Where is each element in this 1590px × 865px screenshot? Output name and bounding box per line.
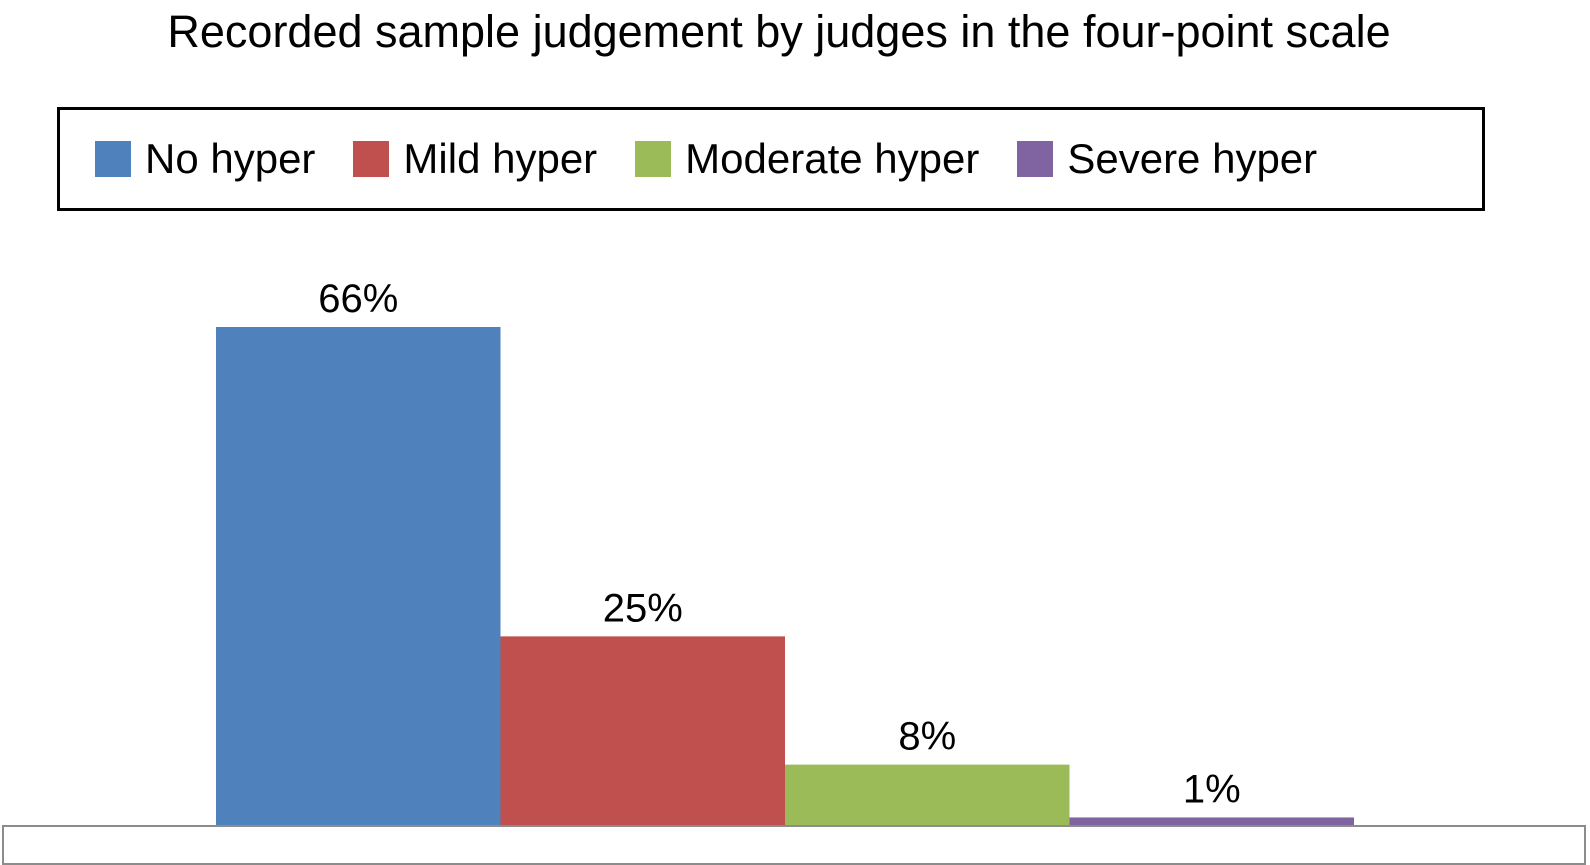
data-label: 8% (898, 715, 956, 759)
data-label: 66% (318, 277, 398, 321)
data-label: 25% (603, 586, 683, 630)
legend-swatch (95, 141, 131, 177)
legend-item: No hyper (95, 135, 315, 183)
legend-label: No hyper (145, 135, 316, 182)
legend-item: Moderate hyper (635, 135, 979, 183)
legend-swatch (635, 141, 672, 177)
legend: No hyper Mild hyper Moderate hyper Severe h… (57, 107, 1485, 211)
legend-label: Moderate hyper (685, 135, 980, 182)
bar-mild-hyper (500, 636, 785, 825)
legend-item: Mild hyper (353, 135, 597, 183)
legend-item: Severe hyper (1017, 135, 1317, 183)
bar-no-hyper (216, 327, 501, 825)
chart-title: Recorded sample judgement by judges in t… (167, 6, 1391, 57)
legend-label: Severe hyper (1067, 135, 1318, 182)
legend-swatch (353, 141, 390, 177)
legend-swatch (1017, 141, 1054, 177)
data-label: 1% (1183, 767, 1241, 811)
bar-moderate-hyper (785, 764, 1070, 825)
bar-severe-hyper (1069, 817, 1354, 825)
legend-label: Mild hyper (403, 135, 598, 182)
